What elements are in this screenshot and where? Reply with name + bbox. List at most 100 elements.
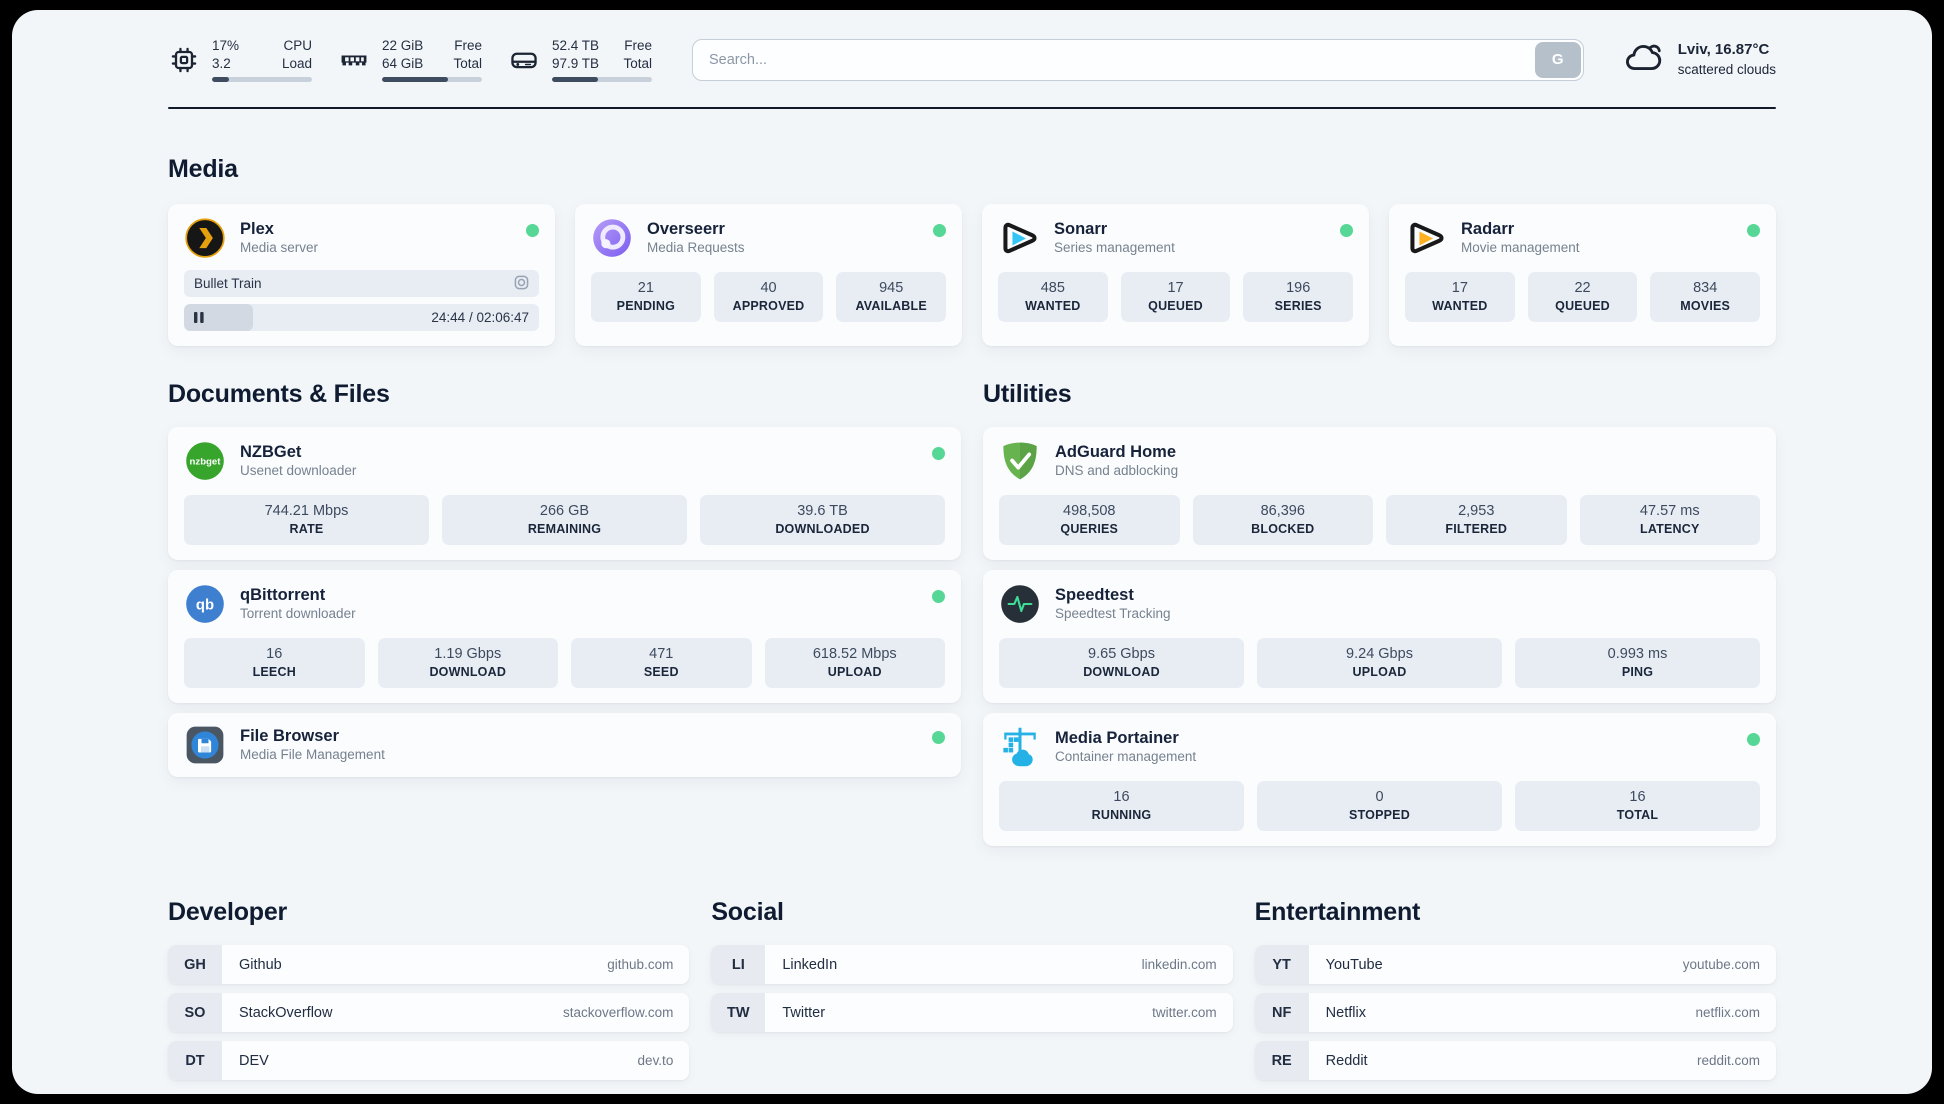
- stat-tile: 2,953 FILTERED: [1386, 495, 1567, 545]
- stat-value: 9.65 Gbps: [1088, 646, 1155, 662]
- bookmark-netflix[interactable]: NF Netflix netflix.com: [1254, 993, 1776, 1032]
- status-dot: [932, 590, 945, 603]
- service-card-nzbget[interactable]: nzbget NZBGet Usenet downloader 744.21 M…: [168, 427, 961, 560]
- stat-value: 17: [1451, 280, 1468, 296]
- stat-tile: 618.52 Mbps UPLOAD: [764, 638, 945, 688]
- bookmark-abbr: RE: [1254, 1041, 1309, 1080]
- adguard-icon: [999, 440, 1041, 482]
- bookmark-youtube[interactable]: YT YouTube youtube.com: [1254, 945, 1776, 984]
- scattered-clouds-icon: [1620, 34, 1666, 85]
- pause-icon[interactable]: [193, 311, 205, 324]
- dashboard-page: 17% 3.2 CPU Load: [12, 10, 1932, 1094]
- stat-value: 22: [1574, 280, 1591, 296]
- service-name: qBittorrent: [240, 585, 326, 604]
- weather-location-temp: Lviv, 16.87°C: [1677, 41, 1770, 59]
- stat-label: PENDING: [616, 299, 676, 313]
- service-subtitle: Media File Management: [240, 747, 385, 763]
- disk-free-label: Free: [624, 37, 652, 53]
- service-card-plex[interactable]: Plex Media server Bullet Train: [168, 204, 555, 346]
- stat-value: 17: [1167, 280, 1184, 296]
- disk-stat: 52.4 TB 97.9 TB Free Total: [508, 37, 652, 83]
- service-card-radarr[interactable]: Radarr Movie management 17 WANTED 22 QUEUED…: [1389, 204, 1776, 346]
- service-subtitle: Usenet downloader: [240, 463, 357, 479]
- service-card-sonarr[interactable]: Sonarr Series management 485 WANTED 17 QUEU…: [982, 204, 1369, 346]
- plex-icon: [184, 217, 226, 259]
- bookmark-name: StackOverflow: [239, 1004, 333, 1021]
- bookmark-url: netflix.com: [1695, 1005, 1760, 1020]
- stat-value: 945: [879, 280, 904, 296]
- bookmark-url: youtube.com: [1682, 957, 1760, 972]
- resource-stats: 17% 3.2 CPU Load: [168, 37, 652, 83]
- stat-tile: 17 WANTED: [1405, 272, 1515, 322]
- stat-tile: 9.65 Gbps DOWNLOAD: [999, 638, 1244, 688]
- stat-tile: 86,396 BLOCKED: [1192, 495, 1373, 545]
- stat-tile: 0.993 ms PING: [1515, 638, 1760, 688]
- service-subtitle: DNS and adblocking: [1055, 463, 1179, 479]
- bookmark-url: twitter.com: [1152, 1005, 1217, 1020]
- now-playing-bar[interactable]: Bullet Train: [184, 270, 539, 297]
- stat-label: TOTAL: [1616, 808, 1659, 822]
- service-subtitle: Torrent downloader: [240, 606, 356, 622]
- stat-value: 2,953: [1458, 503, 1495, 519]
- service-card-filebrowser[interactable]: File Browser Media File Management: [168, 713, 961, 777]
- entertainment-bookmarks: YT YouTube youtube.com NF Netflix netflix.com…: [1254, 945, 1776, 1080]
- bookmark-name: DEV: [239, 1052, 269, 1069]
- bookmark-url: reddit.com: [1696, 1053, 1760, 1068]
- disk-progress-fill: [552, 77, 598, 83]
- service-card-adguard[interactable]: AdGuard Home DNS and adblocking 498,508 Q…: [983, 427, 1776, 560]
- stat-tile: 16 LEECH: [184, 638, 365, 688]
- bookmark-name: YouTube: [1325, 956, 1383, 973]
- speedtest-icon: [999, 583, 1041, 625]
- stat-label: WANTED: [1025, 299, 1081, 313]
- stat-label: WANTED: [1432, 299, 1488, 313]
- stat-value: 39.6 TB: [797, 503, 848, 519]
- weather-widget: Lviv, 16.87°C scattered clouds: [1620, 34, 1776, 85]
- section-title-developer: Developer: [168, 898, 288, 926]
- stat-tile: 498,508 QUERIES: [999, 495, 1180, 545]
- bookmark-reddit[interactable]: RE Reddit reddit.com: [1254, 1041, 1776, 1080]
- stat-label: UPLOAD: [827, 665, 882, 679]
- bookmark-name: Reddit: [1325, 1052, 1368, 1069]
- service-card-overseerr[interactable]: Overseerr Media Requests 21 PENDING 40 APPR…: [575, 204, 962, 346]
- stat-value: 21: [637, 280, 654, 296]
- stat-value: 498,508: [1063, 503, 1116, 519]
- qbittorrent-icon: qb: [184, 583, 226, 625]
- playback-progress[interactable]: 24:44 / 02:06:47: [184, 304, 539, 331]
- cpu-value: 17%: [212, 37, 240, 53]
- bookmark-dev[interactable]: DT DEV dev.to: [168, 1041, 690, 1080]
- cpu-label: CPU: [283, 37, 312, 53]
- stat-label: BLOCKED: [1251, 522, 1315, 536]
- stat-label: DOWNLOADED: [775, 522, 870, 536]
- bookmark-url: linkedin.com: [1141, 957, 1217, 972]
- bookmark-url: dev.to: [637, 1053, 674, 1068]
- service-card-portainer[interactable]: Media Portainer Container management 16 R…: [983, 713, 1776, 846]
- service-name: Overseerr: [647, 219, 725, 238]
- google-search-button[interactable]: G: [1534, 41, 1581, 78]
- service-card-speedtest[interactable]: Speedtest Speedtest Tracking 9.65 Gbps DO…: [983, 570, 1776, 703]
- stat-tile: 40 APPROVED: [713, 272, 824, 322]
- now-playing-title: Bullet Train: [194, 276, 262, 291]
- load-label: Load: [281, 55, 312, 71]
- service-name: File Browser: [240, 726, 340, 745]
- stat-label: STOPPED: [1349, 808, 1410, 822]
- service-subtitle: Series management: [1054, 240, 1175, 256]
- service-name: AdGuard Home: [1055, 442, 1177, 461]
- service-subtitle: Media server: [240, 240, 319, 256]
- cpu-progressbar: [212, 77, 312, 83]
- service-subtitle: Media Requests: [647, 240, 745, 256]
- stat-tile: 196 SERIES: [1243, 272, 1354, 322]
- header-divider: [168, 107, 1776, 109]
- bookmark-twitter[interactable]: TW Twitter twitter.com: [711, 993, 1233, 1032]
- stat-label: SERIES: [1274, 299, 1322, 313]
- stat-tile: 266 GB REMAINING: [442, 495, 687, 545]
- search-input[interactable]: [692, 38, 1584, 81]
- bookmark-github[interactable]: GH Github github.com: [168, 945, 690, 984]
- cast-icon[interactable]: [514, 275, 529, 293]
- section-title-media: Media: [168, 155, 238, 183]
- service-card-qbittorrent[interactable]: qb qBittorrent Torrent downloader 16 LEEC…: [168, 570, 961, 703]
- memory-stat: 22 GiB 64 GiB Free Total: [338, 37, 482, 83]
- section-title-documents: Documents & Files: [168, 380, 390, 408]
- bookmark-stackoverflow[interactable]: SO StackOverflow stackoverflow.com: [168, 993, 690, 1032]
- bookmark-linkedin[interactable]: LI LinkedIn linkedin.com: [711, 945, 1233, 984]
- stat-label: QUEUED: [1555, 299, 1610, 313]
